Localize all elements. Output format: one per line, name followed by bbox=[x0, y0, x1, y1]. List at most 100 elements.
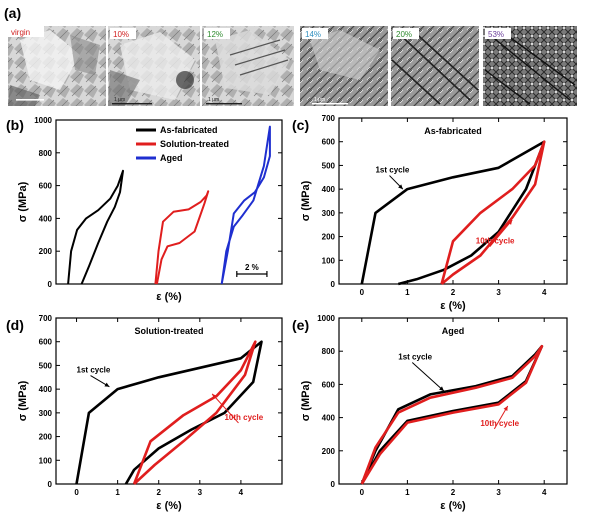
legend-entry: As-fabricated bbox=[160, 125, 218, 135]
y-tick-label: 400 bbox=[39, 214, 53, 223]
x-axis-label: ε (%) bbox=[440, 500, 466, 512]
x-tick-label: 4 bbox=[542, 288, 547, 297]
x-tick-label: 3 bbox=[198, 488, 203, 497]
annotation-arrowhead bbox=[104, 382, 110, 387]
y-tick-label: 500 bbox=[39, 361, 53, 370]
y-tick-label: 1000 bbox=[34, 116, 52, 125]
x-tick-label: 3 bbox=[496, 288, 501, 297]
micrograph-label: virgin bbox=[11, 28, 30, 37]
annotation-label: 1st cycle bbox=[398, 353, 432, 362]
annotation-arrow bbox=[211, 393, 239, 424]
scale-bar-label: 1 μm bbox=[114, 97, 125, 103]
panel-c: (c) 0 100 200 300 400 500 600 700 0 1 2 3 4 ε (%) σ (MP… bbox=[292, 114, 568, 312]
y-tick-label: 200 bbox=[322, 447, 336, 456]
series-line-1st-cycle bbox=[360, 344, 544, 485]
panel-b: (b) 0 200 400 600 800 1000 ε (%) σ (MPa) As-fabri… bbox=[6, 116, 283, 303]
panel-label: (d) bbox=[6, 317, 24, 333]
panel-e: (e) 0 200 400 600 800 1000 0 1 2 3 4 ε (%) σ (MPa) Age… bbox=[292, 314, 568, 512]
x-tick-label: 2 bbox=[451, 488, 456, 497]
y-axis-label: σ (MPa) bbox=[17, 181, 29, 222]
y-tick-label: 700 bbox=[39, 314, 53, 323]
y-tick-label: 100 bbox=[39, 456, 53, 465]
x-tick-label: 1 bbox=[115, 488, 120, 497]
y-tick-label: 400 bbox=[322, 414, 336, 423]
legend-entry: Solution-treated bbox=[160, 139, 229, 149]
y-tick-label: 200 bbox=[39, 433, 53, 442]
y-tick-label: 600 bbox=[39, 338, 53, 347]
panel-label: (c) bbox=[292, 117, 309, 133]
scale-bar-label: 1 μm bbox=[314, 97, 325, 103]
micrograph-12pct: 12% 1 μm bbox=[202, 26, 294, 106]
micrograph-virgin: virgin bbox=[8, 26, 106, 106]
x-tick-label: 2 bbox=[451, 288, 456, 297]
x-tick-label: 0 bbox=[74, 488, 79, 497]
x-scale-bar-label: 2 % bbox=[245, 263, 259, 272]
micrograph-label: 53% bbox=[488, 30, 504, 39]
panel-label-a: (a) bbox=[4, 5, 21, 21]
y-tick-label: 0 bbox=[331, 480, 336, 489]
micrograph-10pct: 10% 1 μm bbox=[108, 26, 200, 106]
y-tick-label: 100 bbox=[322, 256, 336, 265]
y-tick-label: 600 bbox=[322, 138, 336, 147]
y-tick-label: 0 bbox=[48, 280, 53, 289]
micrograph-53pct: 53% bbox=[483, 26, 577, 106]
x-axis-label: ε (%) bbox=[156, 500, 182, 512]
x-tick-label: 1 bbox=[405, 288, 410, 297]
annotation-label: 10th cycle bbox=[224, 413, 263, 422]
x-tick-label: 1 bbox=[405, 488, 410, 497]
annotation-arrowhead bbox=[398, 184, 403, 190]
micrograph-14pct: 14% 1 μm bbox=[300, 26, 388, 106]
y-tick-label: 0 bbox=[331, 280, 336, 289]
series-line-10th-cycle bbox=[440, 140, 546, 285]
x-tick-label: 3 bbox=[496, 488, 501, 497]
annotation-arrow bbox=[489, 219, 513, 248]
series-line-as-fabricated bbox=[67, 169, 124, 285]
x-axis-label: ε (%) bbox=[156, 291, 182, 303]
y-tick-label: 1000 bbox=[317, 314, 335, 323]
x-axis-label: ε (%) bbox=[440, 300, 466, 312]
micrograph-label: 20% bbox=[396, 30, 412, 39]
plot-frame bbox=[55, 119, 283, 285]
x-tick-label: 0 bbox=[360, 488, 365, 497]
panel-a: (a) virgin 10% 1 μm 12% bbox=[4, 5, 577, 106]
panel-title: Solution-treated bbox=[135, 326, 204, 336]
panel-title: As-fabricated bbox=[424, 126, 482, 136]
y-tick-label: 600 bbox=[322, 380, 336, 389]
micrograph-20pct: 20% bbox=[391, 26, 479, 106]
series-line-10th-cycle bbox=[360, 344, 544, 485]
y-axis-label: σ (MPa) bbox=[300, 180, 312, 221]
y-axis-label: σ (MPa) bbox=[17, 380, 29, 421]
annotation-arrowhead bbox=[439, 386, 444, 392]
series-line-1st-cycle bbox=[75, 340, 263, 485]
series-line-solution-treated bbox=[154, 190, 210, 285]
y-tick-label: 300 bbox=[322, 209, 336, 218]
x-tick-label: 4 bbox=[239, 488, 244, 497]
plot-frame bbox=[55, 317, 283, 485]
panel-d: (d) 0 100 200 300 400 500 600 700 0 1 2 3 4 ε (%) σ (MP… bbox=[6, 314, 283, 512]
x-tick-label: 2 bbox=[157, 488, 162, 497]
micrograph-label: 12% bbox=[207, 30, 223, 39]
x-tick-label: 0 bbox=[360, 288, 365, 297]
micrograph-label: 14% bbox=[305, 30, 321, 39]
annotation-label: 10th cycle bbox=[476, 237, 515, 246]
annotation-label: 1st cycle bbox=[375, 166, 409, 175]
series-line-10th-cycle bbox=[132, 340, 257, 485]
legend-entry: Aged bbox=[160, 153, 183, 163]
y-tick-label: 300 bbox=[39, 409, 53, 418]
annotation-arrowhead bbox=[507, 219, 513, 225]
annotation-arrow bbox=[411, 362, 445, 392]
y-tick-label: 0 bbox=[48, 480, 53, 489]
y-tick-label: 400 bbox=[322, 185, 336, 194]
annotation-label: 10th cycle bbox=[480, 419, 519, 428]
series-line-aged bbox=[220, 125, 271, 285]
y-tick-label: 600 bbox=[39, 182, 53, 191]
y-tick-label: 700 bbox=[322, 114, 336, 123]
y-tick-label: 200 bbox=[39, 247, 53, 256]
annotation-arrowhead bbox=[212, 393, 217, 399]
scale-bar-label: 1 μm bbox=[208, 97, 219, 103]
x-tick-label: 4 bbox=[542, 488, 547, 497]
y-tick-label: 500 bbox=[322, 161, 336, 170]
annotation-label: 1st cycle bbox=[77, 366, 111, 375]
y-tick-label: 400 bbox=[39, 385, 53, 394]
